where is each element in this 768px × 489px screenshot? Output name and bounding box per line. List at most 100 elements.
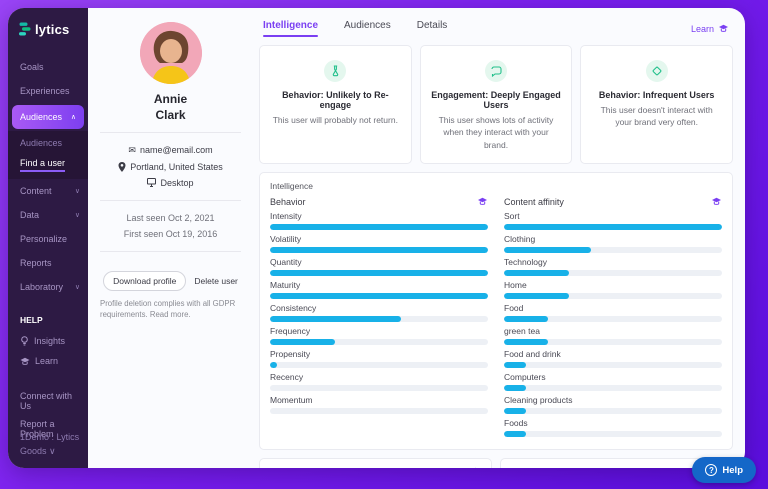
graduation-cap-icon[interactable] bbox=[470, 467, 481, 468]
bar-track bbox=[504, 223, 722, 230]
sidebar-item-audiences[interactable]: Audiences ∧ bbox=[12, 105, 84, 129]
sidebar-subitem-label: Audiences bbox=[20, 138, 63, 148]
profile-last-seen: Last seen Oct 2, 2021 bbox=[126, 213, 215, 224]
bar-label: Intensity bbox=[270, 210, 302, 221]
download-profile-button[interactable]: Download profile bbox=[103, 271, 187, 292]
email-icon: ✉ bbox=[128, 145, 136, 156]
tab-audiences[interactable]: Audiences bbox=[344, 20, 391, 31]
account-switcher[interactable]: 1Demo : Lytics Goods ∨ bbox=[20, 431, 79, 458]
sidebar-subitem-audiences[interactable]: Audiences bbox=[8, 133, 88, 153]
insight-card-description: This user will probably not return. bbox=[272, 115, 398, 125]
profile-device: Desktop bbox=[160, 178, 194, 189]
insight-card-title: Behavior: Infrequent Users bbox=[598, 90, 715, 100]
sidebar-item-label: Insights bbox=[34, 336, 66, 346]
sidebar-nav: Goals Experiences Audiences ∧ Audiences … bbox=[8, 55, 88, 299]
bar-row: Volatility bbox=[270, 234, 488, 253]
help-button[interactable]: ? Help bbox=[692, 457, 756, 483]
bar-fill bbox=[504, 223, 722, 230]
graduation-cap-icon[interactable] bbox=[477, 197, 488, 206]
sidebar-item-label: Goals bbox=[20, 62, 44, 72]
gdpr-note: Profile deletion complies with all GDPR … bbox=[100, 299, 236, 320]
bar-row: Momentum bbox=[270, 395, 488, 414]
learn-link[interactable]: Learn bbox=[691, 24, 729, 34]
bar-fill bbox=[270, 361, 277, 368]
bar-row: Propensity bbox=[270, 349, 488, 368]
insight-cards-row: Behavior: Unlikely to Re-engage This use… bbox=[259, 45, 734, 164]
main-content: Intelligence Audiences Details Learn Beh… bbox=[253, 8, 745, 468]
insight-card-engaged: Engagement: Deeply Engaged Users This us… bbox=[419, 45, 573, 164]
read-more-link[interactable]: Read more. bbox=[149, 310, 191, 320]
sidebar-item-content[interactable]: Content ∨ bbox=[8, 179, 88, 203]
bar-label: Food and drink bbox=[504, 348, 561, 359]
bar-row: Intensity bbox=[270, 211, 488, 230]
account-name-line2: Goods ∨ bbox=[20, 445, 56, 456]
sidebar-item-personalize[interactable]: Personalize bbox=[8, 227, 88, 251]
profile-email: name@email.com bbox=[139, 145, 213, 156]
bar-track bbox=[270, 315, 488, 322]
bar-fill bbox=[270, 292, 488, 299]
bar-label: Home bbox=[504, 279, 527, 290]
graduation-cap-icon bbox=[718, 24, 729, 33]
account-name-line1: 1Demo : Lytics bbox=[20, 432, 80, 442]
profile-panel: Annie Clark ✉ name@email.com Portland, U… bbox=[88, 8, 253, 468]
sidebar-item-goals[interactable]: Goals bbox=[8, 55, 88, 79]
insight-card-title: Behavior: Unlikely to Re-engage bbox=[282, 90, 389, 110]
bar-track bbox=[504, 407, 722, 414]
sidebar-item-reports[interactable]: Reports bbox=[8, 251, 88, 275]
behavior-column: Behavior Intensity Volatility Quantity M… bbox=[270, 197, 488, 437]
bar-track bbox=[504, 338, 722, 345]
desktop-icon bbox=[147, 178, 157, 188]
report-a-problem-link[interactable]: Report a Problem bbox=[20, 419, 55, 439]
tab-details[interactable]: Details bbox=[416, 20, 448, 31]
chat-icon bbox=[485, 60, 507, 82]
bar-fill bbox=[270, 315, 401, 322]
bar-fill bbox=[504, 384, 526, 391]
sidebar-item-data[interactable]: Data ∨ bbox=[8, 203, 88, 227]
delete-user-button[interactable]: Delete user bbox=[194, 276, 238, 287]
bar-track bbox=[270, 338, 488, 345]
insight-card-reengage: Behavior: Unlikely to Re-engage This use… bbox=[259, 45, 412, 164]
logo[interactable]: lytics bbox=[8, 8, 88, 55]
sidebar-subitem-find-a-user[interactable]: Find a user bbox=[8, 153, 88, 173]
help-section-header: HELP bbox=[20, 315, 43, 325]
view-details-link[interactable]: View Details bbox=[658, 467, 705, 468]
sidebar-item-insights[interactable]: Insights bbox=[8, 331, 88, 351]
avatar bbox=[139, 22, 202, 84]
graduation-cap-icon bbox=[20, 357, 30, 366]
sidebar-item-experiences[interactable]: Experiences bbox=[8, 79, 88, 103]
bar-fill bbox=[270, 223, 488, 230]
graduation-cap-icon[interactable] bbox=[711, 197, 722, 206]
help-button-label: Help bbox=[722, 464, 743, 476]
bar-label: Food bbox=[504, 302, 524, 313]
sidebar-item-laboratory[interactable]: Laboratory ∨ bbox=[8, 275, 88, 299]
bar-label: Recency bbox=[270, 371, 304, 382]
bar-row: Food and drink bbox=[504, 349, 722, 368]
connect-with-us-link[interactable]: Connect with Us bbox=[20, 391, 73, 411]
sidebar-item-learn[interactable]: Learn bbox=[8, 351, 88, 371]
chevron-down-icon: ∨ bbox=[74, 212, 80, 219]
bar-label: Consistency bbox=[270, 302, 317, 313]
profile-first-seen: First seen Oct 19, 2016 bbox=[123, 229, 218, 240]
bar-fill bbox=[504, 407, 526, 414]
profile-actions: Download profile Delete user bbox=[103, 271, 238, 292]
bar-row: green tea bbox=[504, 326, 722, 345]
insight-card-description: This user doesn't interact with your bra… bbox=[600, 105, 713, 128]
bar-label: Technology bbox=[504, 256, 548, 267]
bar-fill bbox=[504, 430, 526, 437]
tab-intelligence[interactable]: Intelligence bbox=[263, 20, 319, 37]
bar-row: Consistency bbox=[270, 303, 488, 322]
bar-row: Frequency bbox=[270, 326, 488, 345]
bar-track bbox=[270, 407, 488, 414]
divider bbox=[100, 200, 241, 202]
bar-row: Computers bbox=[504, 372, 722, 391]
learn-link-label: Learn bbox=[690, 23, 714, 34]
recent-activity-panel: Recent activity by channel ✓ email Activ… bbox=[259, 457, 492, 468]
bar-track bbox=[270, 269, 488, 276]
bar-fill bbox=[504, 292, 570, 299]
bar-label: Volatility bbox=[270, 233, 302, 244]
insight-card-description: This user shows lots of activity when th… bbox=[438, 115, 554, 150]
chevron-down-icon: ∨ bbox=[74, 284, 80, 291]
sidebar-subitem-label: Find a user bbox=[20, 158, 66, 172]
bar-track bbox=[270, 292, 488, 299]
lytics-logo-icon bbox=[18, 22, 31, 37]
